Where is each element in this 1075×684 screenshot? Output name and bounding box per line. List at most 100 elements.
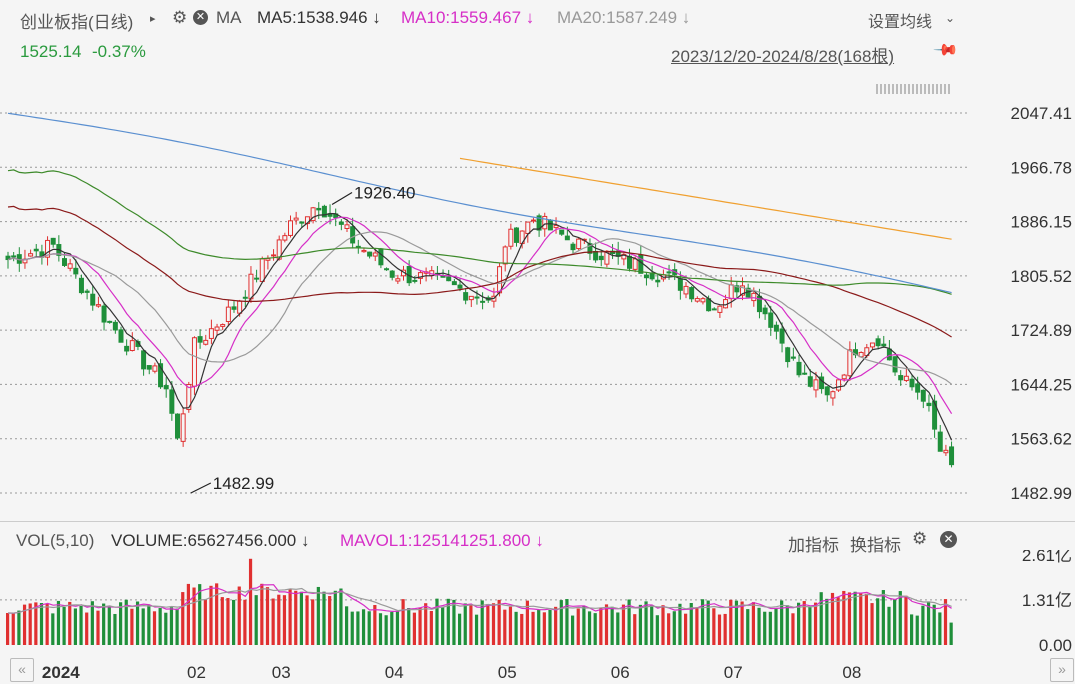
candle-body <box>796 361 802 376</box>
pin-icon[interactable]: 📌 <box>932 37 959 64</box>
volume-bar <box>215 583 219 645</box>
candle-body <box>898 375 904 381</box>
price-chart[interactable]: 2047.41 1966.78 1886.15 1805.52 1724.89 1644.… <box>0 100 1075 520</box>
volume-bar <box>294 590 298 645</box>
add-indicator-button[interactable]: 加指标 <box>788 536 839 555</box>
candle-body <box>886 348 892 361</box>
volume-bar <box>350 611 354 645</box>
volume-bar <box>520 613 524 645</box>
candle-body <box>836 379 842 391</box>
candle-body <box>73 267 79 275</box>
date-range[interactable]: 2023/12/20-2024/8/28(168根) <box>671 47 895 66</box>
volume-tick-label: 2.61亿 <box>1022 550 1072 565</box>
volume-bar <box>175 608 179 645</box>
volume-bar <box>893 599 897 645</box>
volume-bar <box>220 597 224 645</box>
candle-body <box>129 340 135 351</box>
candle-body <box>237 300 243 314</box>
volume-bar <box>311 599 315 645</box>
candle-body <box>949 446 955 466</box>
ma5-line <box>7 212 953 441</box>
volume-bar <box>599 607 603 645</box>
volume-bar <box>655 615 659 645</box>
volume-bar <box>921 605 925 645</box>
volume-bar <box>621 604 626 645</box>
volume-bar <box>571 615 575 645</box>
volume-chart[interactable]: 2.61亿 1.31亿 0.00 <box>0 550 1075 658</box>
candle-body <box>632 258 638 270</box>
volume-bar <box>802 601 806 645</box>
drag-handle-icon[interactable] <box>876 84 952 94</box>
scroll-left-button[interactable]: « <box>10 658 34 682</box>
volume-tick-label: 0.00 <box>1039 636 1072 655</box>
volume-tick-label: 1.31亿 <box>1022 591 1072 610</box>
volume-bar <box>751 602 755 645</box>
candle-body <box>734 285 740 293</box>
volume-bar <box>932 604 936 645</box>
volume-bar <box>11 613 15 645</box>
volume-bar <box>864 593 868 645</box>
volume-bar <box>593 613 597 645</box>
candle-body <box>378 248 384 266</box>
scroll-right-button[interactable]: » <box>1050 658 1074 682</box>
close-icon[interactable]: ✕ <box>193 10 208 25</box>
volume-bar <box>830 592 835 645</box>
volume-bar <box>56 600 61 645</box>
volume-bar <box>667 613 671 645</box>
volume-bar <box>768 611 772 645</box>
close-icon[interactable]: ✕ <box>940 531 957 548</box>
settings-ma-button[interactable]: 设置均线 <box>868 14 933 31</box>
candle-body <box>203 339 209 345</box>
mavol-value: MAVOL1:125141251.800 ↓ <box>340 531 544 550</box>
candle-body <box>389 270 395 278</box>
switch-indicator-button[interactable]: 换指标 <box>850 536 901 555</box>
volume-bar <box>28 603 32 645</box>
volume-bar <box>853 591 857 645</box>
candle-body <box>11 255 17 258</box>
candle-body <box>920 389 926 402</box>
candle-body <box>655 279 661 283</box>
gear-icon[interactable]: ⚙ <box>912 529 928 548</box>
volume-bar <box>378 613 383 645</box>
volume-bar <box>847 592 852 645</box>
volume-bar <box>141 608 145 645</box>
candle-body <box>271 254 277 257</box>
x-tick-label: 06 <box>611 663 630 682</box>
volume-bar <box>316 586 320 645</box>
ma20-line <box>7 231 952 385</box>
candle-body <box>627 255 632 269</box>
candle-body <box>598 255 604 261</box>
caret-right-icon[interactable]: ▸ <box>150 13 156 25</box>
ma120-line <box>7 169 952 295</box>
price-tick-label: 1966.78 <box>1011 158 1072 177</box>
candle-body <box>225 306 231 322</box>
high-pointer <box>331 191 353 205</box>
low-label: 1482.99 <box>213 474 274 493</box>
candle-body <box>468 295 474 301</box>
candle-body <box>909 378 915 388</box>
candle-body <box>666 271 672 274</box>
volume-bar <box>288 589 292 645</box>
candle-body <box>208 328 214 339</box>
volume-bar <box>661 605 665 645</box>
chevron-down-icon[interactable]: ⌄ <box>945 11 956 25</box>
candle-body <box>576 238 582 250</box>
volume-bar <box>734 600 739 645</box>
price-tick-label: 1644.25 <box>1011 375 1072 394</box>
volume-bar <box>616 612 620 645</box>
volume-bar <box>684 613 688 645</box>
price-tick-label: 1805.52 <box>1011 267 1072 286</box>
volume-bar <box>836 597 840 645</box>
candle-body <box>926 402 932 407</box>
index-title[interactable]: 创业板指(日线) <box>20 13 134 32</box>
candle-body <box>869 342 875 348</box>
candle-body <box>84 290 90 293</box>
candle-body <box>932 400 938 430</box>
candle-body <box>559 229 565 235</box>
candle-body <box>310 207 316 222</box>
gear-icon[interactable]: ⚙ <box>172 8 188 27</box>
candle-body <box>384 268 390 271</box>
volume-bar <box>119 602 123 645</box>
candle-body <box>50 237 56 245</box>
candle-body <box>180 413 186 442</box>
